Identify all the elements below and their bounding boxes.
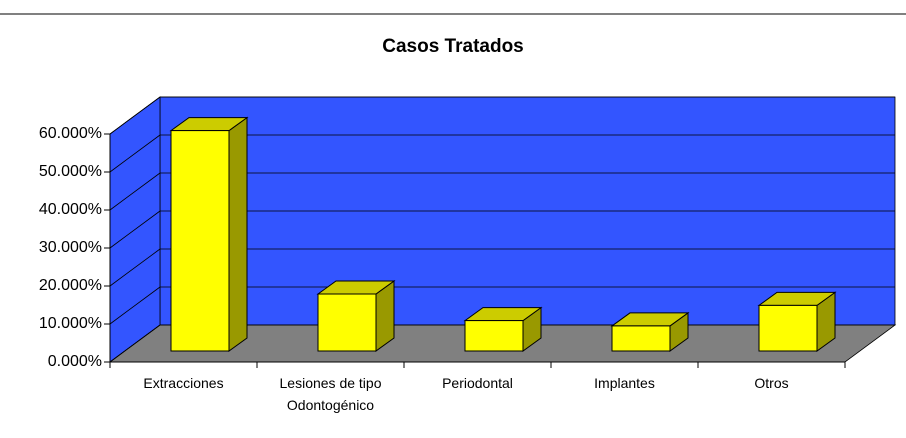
x-tick-label: Extracciones	[143, 375, 224, 391]
grid-line-side	[109, 96, 161, 135]
x-tick-label: Lesiones de tipo Odontogénico	[279, 375, 382, 413]
chart-title: Casos Tratados	[382, 36, 524, 57]
bar-side	[228, 116, 248, 352]
grid-line-side	[109, 172, 161, 211]
y-tick-label: 50.000%	[39, 163, 102, 180]
grid-line-side	[109, 324, 161, 363]
grid-line-side	[109, 286, 161, 325]
grid-line-side	[109, 210, 161, 249]
bar	[464, 320, 524, 352]
y-tick-label: 0.000%	[48, 353, 102, 370]
x-tick-label: Implantes	[594, 375, 655, 391]
y-tick-label: 30.000%	[39, 239, 102, 256]
y-tick-label: 10.000%	[39, 315, 102, 332]
bar	[317, 293, 377, 352]
bar	[611, 325, 671, 352]
x-tick-label: Periodontal	[442, 375, 513, 391]
y-tick-label: 20.000%	[39, 277, 102, 294]
grid-line-side	[109, 134, 161, 173]
y-tick-label: 60.000%	[39, 125, 102, 142]
x-tick-label: Otros	[754, 375, 789, 391]
bar	[758, 304, 818, 352]
grid-line-side	[109, 248, 161, 287]
bar	[170, 130, 230, 352]
y-tick-label: 40.000%	[39, 201, 102, 218]
